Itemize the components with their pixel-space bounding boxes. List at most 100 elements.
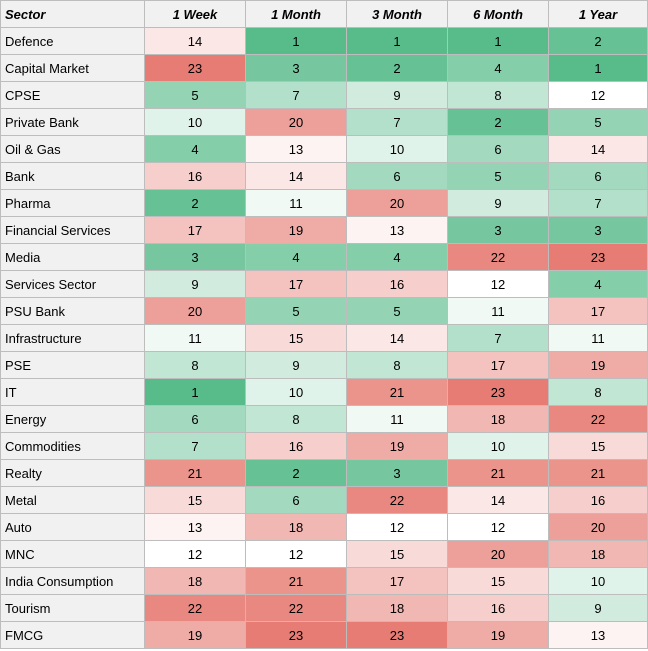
rank-cell: 16 [346, 270, 448, 298]
table-row: Financial Services 17 19 13 3 3 [0, 216, 648, 244]
rank-cell: 20 [346, 189, 448, 217]
rank-cell: 3 [548, 216, 648, 244]
rank-cell: 2 [245, 459, 347, 487]
rank-cell: 1 [346, 27, 448, 55]
rank-cell: 5 [447, 162, 549, 190]
sector-name-cell: IT [0, 378, 145, 406]
sector-name-cell: Bank [0, 162, 145, 190]
rank-cell: 16 [245, 432, 347, 460]
rank-cell: 14 [245, 162, 347, 190]
rank-cell: 4 [346, 243, 448, 271]
sector-name-cell: Realty [0, 459, 145, 487]
sector-name-cell: MNC [0, 540, 145, 568]
rank-cell: 11 [144, 324, 246, 352]
header-3-month: 3 Month [346, 0, 448, 28]
table-row: Tourism 22 22 18 16 9 [0, 594, 648, 622]
rank-cell: 17 [346, 567, 448, 595]
rank-cell: 2 [548, 27, 648, 55]
rank-cell: 2 [346, 54, 448, 82]
rank-cell: 23 [447, 378, 549, 406]
rank-cell: 15 [245, 324, 347, 352]
rank-cell: 20 [447, 540, 549, 568]
rank-cell: 5 [245, 297, 347, 325]
table-row: Bank 16 14 6 5 6 [0, 162, 648, 190]
table-row: MNC 12 12 15 20 18 [0, 540, 648, 568]
rank-cell: 5 [144, 81, 246, 109]
rank-cell: 18 [346, 594, 448, 622]
rank-cell: 20 [245, 108, 347, 136]
rank-cell: 1 [447, 27, 549, 55]
rank-cell: 7 [548, 189, 648, 217]
table-row: FMCG 19 23 23 19 13 [0, 621, 648, 649]
sector-name-cell: Capital Market [0, 54, 145, 82]
rank-cell: 22 [245, 594, 347, 622]
rank-cell: 23 [548, 243, 648, 271]
table-row: CPSE 5 7 9 8 12 [0, 81, 648, 109]
rank-cell: 12 [447, 513, 549, 541]
rank-cell: 14 [346, 324, 448, 352]
rank-cell: 6 [548, 162, 648, 190]
table-row: India Consumption 18 21 17 15 10 [0, 567, 648, 595]
rank-cell: 21 [144, 459, 246, 487]
table-row: Energy 6 8 11 18 22 [0, 405, 648, 433]
rank-cell: 19 [548, 351, 648, 379]
rank-cell: 6 [245, 486, 347, 514]
sector-name-cell: Private Bank [0, 108, 145, 136]
rank-cell: 12 [447, 270, 549, 298]
rank-cell: 17 [548, 297, 648, 325]
rank-cell: 23 [346, 621, 448, 649]
rank-cell: 8 [245, 405, 347, 433]
rank-cell: 21 [548, 459, 648, 487]
rank-cell: 19 [144, 621, 246, 649]
rank-cell: 4 [245, 243, 347, 271]
rank-cell: 7 [447, 324, 549, 352]
rank-cell: 21 [447, 459, 549, 487]
rank-cell: 14 [144, 27, 246, 55]
rank-cell: 18 [548, 540, 648, 568]
rank-cell: 1 [245, 27, 347, 55]
rank-cell: 3 [346, 459, 448, 487]
rank-cell: 18 [144, 567, 246, 595]
rank-cell: 15 [447, 567, 549, 595]
rank-cell: 4 [447, 54, 549, 82]
rank-cell: 12 [548, 81, 648, 109]
sector-name-cell: Pharma [0, 189, 145, 217]
rank-cell: 16 [144, 162, 246, 190]
header-row: Sector 1 Week 1 Month 3 Month 6 Month 1 … [0, 0, 648, 28]
table-row: Media 3 4 4 22 23 [0, 243, 648, 271]
rank-cell: 9 [447, 189, 549, 217]
rank-cell: 7 [245, 81, 347, 109]
rank-cell: 21 [346, 378, 448, 406]
table-row: Private Bank 10 20 7 2 5 [0, 108, 648, 136]
rank-cell: 4 [144, 135, 246, 163]
header-1-month: 1 Month [245, 0, 347, 28]
table-row: Defence 14 1 1 1 2 [0, 27, 648, 55]
sector-name-cell: Infrastructure [0, 324, 145, 352]
rank-cell: 22 [144, 594, 246, 622]
rank-cell: 3 [144, 243, 246, 271]
table-row: Capital Market 23 3 2 4 1 [0, 54, 648, 82]
rank-cell: 20 [144, 297, 246, 325]
rank-cell: 22 [548, 405, 648, 433]
rank-cell: 11 [548, 324, 648, 352]
rank-cell: 5 [548, 108, 648, 136]
rank-cell: 11 [346, 405, 448, 433]
table-row: Auto 13 18 12 12 20 [0, 513, 648, 541]
rank-cell: 23 [245, 621, 347, 649]
rank-cell: 14 [447, 486, 549, 514]
rank-cell: 3 [447, 216, 549, 244]
rank-cell: 10 [144, 108, 246, 136]
table-row: Realty 21 2 3 21 21 [0, 459, 648, 487]
rank-cell: 12 [144, 540, 246, 568]
rank-cell: 21 [245, 567, 347, 595]
rank-cell: 1 [548, 54, 648, 82]
rank-cell: 12 [346, 513, 448, 541]
rank-cell: 16 [447, 594, 549, 622]
sector-name-cell: Tourism [0, 594, 145, 622]
rank-cell: 7 [144, 432, 246, 460]
sector-name-cell: Auto [0, 513, 145, 541]
rank-cell: 9 [548, 594, 648, 622]
sector-name-cell: Oil & Gas [0, 135, 145, 163]
sector-name-cell: Financial Services [0, 216, 145, 244]
rank-cell: 22 [447, 243, 549, 271]
